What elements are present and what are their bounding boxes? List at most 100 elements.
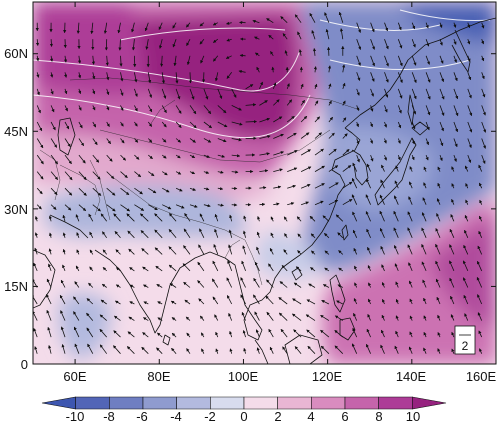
wind-vector bbox=[451, 166, 455, 172]
wind-vector bbox=[450, 295, 455, 305]
wind-vector bbox=[411, 39, 416, 48]
wind-vector bbox=[226, 72, 233, 79]
wind-vector bbox=[395, 165, 399, 172]
wind-vector bbox=[87, 343, 94, 354]
warm-tongue-west-asia bbox=[33, 133, 280, 201]
wind-vector bbox=[284, 50, 288, 56]
wind-vector bbox=[353, 247, 358, 255]
wind-vector bbox=[397, 105, 402, 114]
wind-vector bbox=[200, 332, 205, 338]
wind-vector bbox=[273, 151, 285, 156]
colorbar-label: 4 bbox=[307, 409, 314, 424]
wind-vector bbox=[366, 228, 371, 238]
wind-vector bbox=[321, 300, 330, 305]
wind-vector bbox=[154, 247, 163, 255]
wind-vector bbox=[229, 214, 233, 222]
wind-vector bbox=[159, 39, 163, 49]
wind-vector bbox=[287, 202, 295, 206]
wind-vector bbox=[156, 347, 163, 354]
wind-vector bbox=[217, 187, 224, 191]
wind-vector bbox=[78, 72, 82, 79]
wind-vector bbox=[453, 22, 457, 28]
wind-vector bbox=[36, 171, 44, 180]
negative-anomaly-region-okhotsk bbox=[400, 2, 496, 45]
wind-vector bbox=[342, 165, 352, 172]
colorbar-swatch bbox=[378, 396, 413, 410]
wind-vector bbox=[257, 215, 261, 222]
wind-vector bbox=[148, 154, 153, 160]
wind-vector bbox=[199, 213, 205, 222]
wind-vector bbox=[50, 72, 54, 78]
wind-vector bbox=[481, 22, 485, 29]
wind-vector bbox=[356, 39, 362, 51]
wind-vector bbox=[225, 21, 232, 25]
wind-vector bbox=[92, 187, 102, 196]
border-line bbox=[224, 239, 241, 259]
wind-vector bbox=[161, 72, 165, 84]
wind-vector bbox=[212, 38, 219, 43]
wind-vector bbox=[64, 72, 68, 78]
wind-vector bbox=[291, 313, 302, 321]
wind-vector bbox=[99, 344, 108, 354]
wind-vector bbox=[203, 138, 212, 143]
wind-vector bbox=[383, 154, 387, 161]
wind-vector bbox=[185, 316, 191, 321]
wind-vector bbox=[479, 348, 483, 354]
wind-vector bbox=[148, 187, 157, 194]
wind-vector bbox=[328, 83, 332, 90]
wind-vector bbox=[397, 22, 402, 31]
wind-vector bbox=[481, 105, 486, 116]
border-line bbox=[69, 77, 361, 111]
wind-vector bbox=[100, 213, 108, 222]
wind-vector bbox=[478, 330, 483, 338]
wind-vector bbox=[337, 284, 343, 288]
wind-vector bbox=[64, 121, 70, 130]
wind-vector bbox=[50, 187, 58, 195]
wind-vector bbox=[120, 88, 124, 97]
wind-vector bbox=[36, 138, 44, 149]
wind-vector bbox=[256, 231, 260, 238]
wind-vector bbox=[409, 331, 413, 338]
wind-vector bbox=[129, 267, 135, 272]
plot-frame bbox=[32, 1, 497, 365]
wind-vector bbox=[120, 72, 124, 82]
wind-vector bbox=[379, 227, 385, 238]
wind-vector bbox=[119, 55, 123, 67]
wind-vector bbox=[382, 298, 385, 305]
wind-vector bbox=[183, 228, 191, 239]
wind-vector bbox=[197, 261, 205, 272]
wind-vector bbox=[324, 12, 330, 23]
wind-vector bbox=[189, 88, 195, 100]
colorbar-swatch bbox=[344, 396, 379, 410]
wind-vector bbox=[324, 267, 330, 272]
wind-vector bbox=[353, 312, 358, 321]
wind-vector bbox=[342, 181, 353, 189]
wind-vector bbox=[451, 183, 455, 189]
wind-vector bbox=[217, 105, 227, 114]
coastline-borneo bbox=[284, 334, 323, 364]
wind-vector bbox=[120, 105, 124, 111]
wind-vector bbox=[34, 346, 38, 354]
wind-vector bbox=[114, 300, 121, 305]
wind-vector bbox=[259, 202, 266, 207]
wind-vector bbox=[467, 22, 471, 29]
wind-vector bbox=[231, 121, 243, 126]
wind-vector bbox=[370, 22, 375, 33]
wind-vector bbox=[92, 121, 97, 128]
wind-vector bbox=[169, 283, 177, 288]
wind-vector bbox=[481, 121, 487, 133]
wind-vector bbox=[476, 276, 483, 288]
positive-anomaly-region-central-asia bbox=[33, 2, 145, 97]
wind-vector bbox=[311, 250, 316, 255]
wind-vector bbox=[306, 329, 316, 338]
wind-vector bbox=[59, 294, 66, 305]
wind-vector bbox=[464, 313, 469, 321]
wind-vector bbox=[131, 39, 136, 51]
wind-vector bbox=[182, 263, 191, 272]
wind-vector bbox=[384, 39, 389, 50]
wind-vector bbox=[128, 248, 135, 255]
wind-vector bbox=[78, 171, 87, 181]
wind-vector bbox=[328, 165, 339, 172]
negative-anomaly-region-arabian-sea bbox=[58, 293, 111, 360]
wind-vector bbox=[156, 284, 163, 288]
